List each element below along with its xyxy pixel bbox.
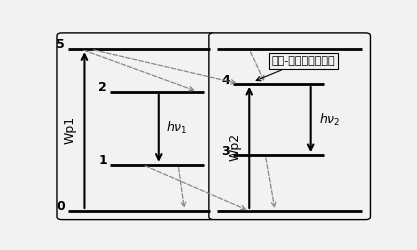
Text: 3: 3 bbox=[221, 145, 230, 158]
Text: Wp1: Wp1 bbox=[63, 116, 76, 144]
FancyBboxPatch shape bbox=[57, 33, 215, 220]
Text: $h\nu_2$: $h\nu_2$ bbox=[319, 112, 341, 128]
FancyBboxPatch shape bbox=[209, 33, 370, 220]
Text: 4: 4 bbox=[221, 74, 230, 86]
Text: 0: 0 bbox=[56, 200, 65, 213]
Text: Wp2: Wp2 bbox=[228, 133, 241, 162]
Text: $h\nu_1$: $h\nu_1$ bbox=[166, 120, 187, 136]
Text: 1: 1 bbox=[98, 154, 107, 168]
Text: 单体-二聚体能量跃迁: 单体-二聚体能量跃迁 bbox=[256, 56, 336, 81]
Text: 5: 5 bbox=[56, 38, 65, 51]
Text: 2: 2 bbox=[98, 81, 107, 94]
